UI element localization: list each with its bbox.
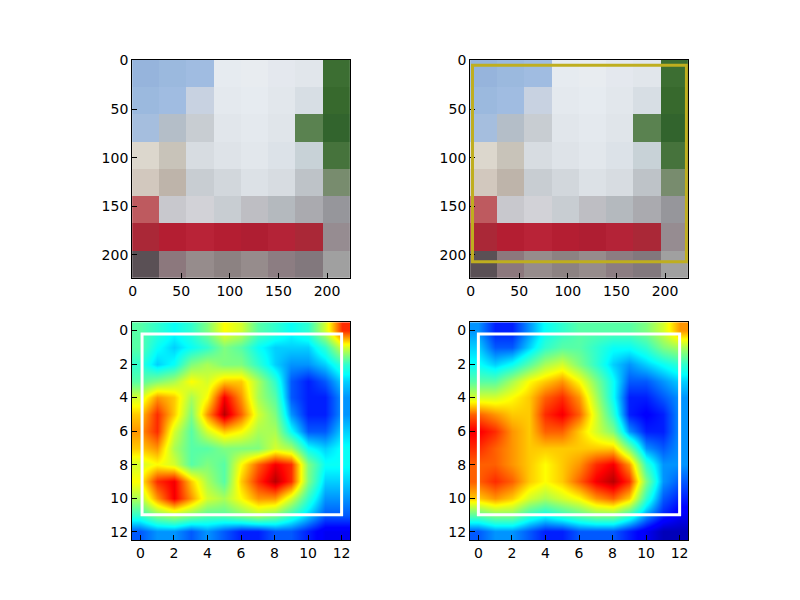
svg-text:2: 2 bbox=[457, 356, 466, 372]
svg-text:10: 10 bbox=[448, 490, 466, 506]
svg-text:2: 2 bbox=[169, 545, 178, 561]
svg-text:8: 8 bbox=[270, 545, 279, 561]
svg-text:100: 100 bbox=[440, 150, 467, 166]
svg-text:2: 2 bbox=[507, 545, 516, 561]
svg-text:200: 200 bbox=[440, 247, 467, 263]
svg-text:10: 10 bbox=[110, 490, 128, 506]
svg-text:12: 12 bbox=[671, 545, 689, 561]
svg-text:0: 0 bbox=[474, 545, 483, 561]
svg-text:150: 150 bbox=[265, 283, 292, 299]
svg-text:0: 0 bbox=[457, 322, 466, 338]
svg-text:12: 12 bbox=[448, 524, 466, 540]
svg-text:8: 8 bbox=[608, 545, 617, 561]
svg-text:50: 50 bbox=[110, 101, 128, 117]
svg-text:0: 0 bbox=[457, 52, 466, 68]
svg-text:10: 10 bbox=[637, 545, 655, 561]
svg-text:100: 100 bbox=[554, 283, 581, 299]
svg-text:150: 150 bbox=[603, 283, 630, 299]
svg-text:0: 0 bbox=[466, 283, 475, 299]
svg-text:6: 6 bbox=[457, 423, 466, 439]
svg-text:12: 12 bbox=[333, 545, 351, 561]
svg-text:6: 6 bbox=[575, 545, 584, 561]
svg-text:0: 0 bbox=[136, 545, 145, 561]
svg-text:50: 50 bbox=[448, 101, 466, 117]
svg-text:4: 4 bbox=[203, 545, 212, 561]
svg-text:0: 0 bbox=[119, 52, 128, 68]
svg-text:4: 4 bbox=[119, 389, 128, 405]
svg-text:6: 6 bbox=[237, 545, 246, 561]
svg-text:10: 10 bbox=[299, 545, 317, 561]
svg-text:50: 50 bbox=[510, 283, 528, 299]
svg-text:6: 6 bbox=[119, 423, 128, 439]
svg-text:200: 200 bbox=[102, 247, 129, 263]
svg-text:100: 100 bbox=[216, 283, 243, 299]
svg-text:12: 12 bbox=[110, 524, 128, 540]
svg-text:0: 0 bbox=[128, 283, 137, 299]
svg-text:200: 200 bbox=[314, 283, 341, 299]
svg-text:4: 4 bbox=[457, 389, 466, 405]
svg-text:8: 8 bbox=[457, 457, 466, 473]
svg-text:4: 4 bbox=[541, 545, 550, 561]
svg-text:2: 2 bbox=[119, 356, 128, 372]
svg-text:150: 150 bbox=[102, 198, 129, 214]
svg-text:200: 200 bbox=[652, 283, 679, 299]
svg-text:50: 50 bbox=[172, 283, 190, 299]
svg-text:8: 8 bbox=[119, 457, 128, 473]
svg-text:100: 100 bbox=[102, 150, 129, 166]
svg-text:0: 0 bbox=[119, 322, 128, 338]
svg-text:150: 150 bbox=[440, 198, 467, 214]
